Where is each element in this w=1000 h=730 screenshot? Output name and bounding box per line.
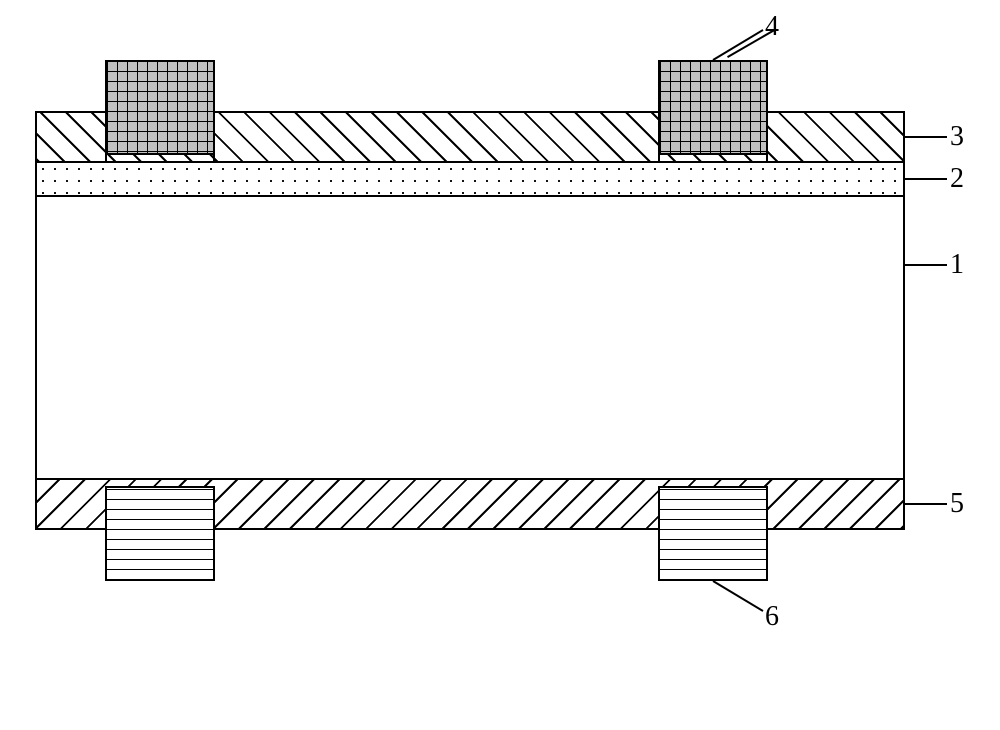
electrode-4-right: [658, 60, 768, 155]
leader-2: [905, 178, 947, 180]
electrode-4-left: [105, 60, 215, 155]
leader-3: [905, 136, 947, 138]
leader-5: [905, 503, 947, 505]
label-3: 3: [950, 121, 964, 153]
layer-2-dotted: [35, 161, 905, 197]
label-6: 6: [765, 601, 779, 633]
label-4: 4: [765, 11, 779, 43]
label-2: 2: [950, 163, 964, 195]
layer-1-substrate: [35, 195, 905, 480]
label-5: 5: [950, 488, 964, 520]
label-1: 1: [950, 249, 964, 281]
leader-1: [905, 264, 947, 266]
electrode-4-left-notch: [105, 153, 215, 161]
electrode-4-right-notch: [658, 153, 768, 161]
electrode-6-right: [658, 486, 768, 581]
electrode-6-left: [105, 486, 215, 581]
cross-section-diagram: 4 3 2 1 5 6: [35, 25, 965, 705]
